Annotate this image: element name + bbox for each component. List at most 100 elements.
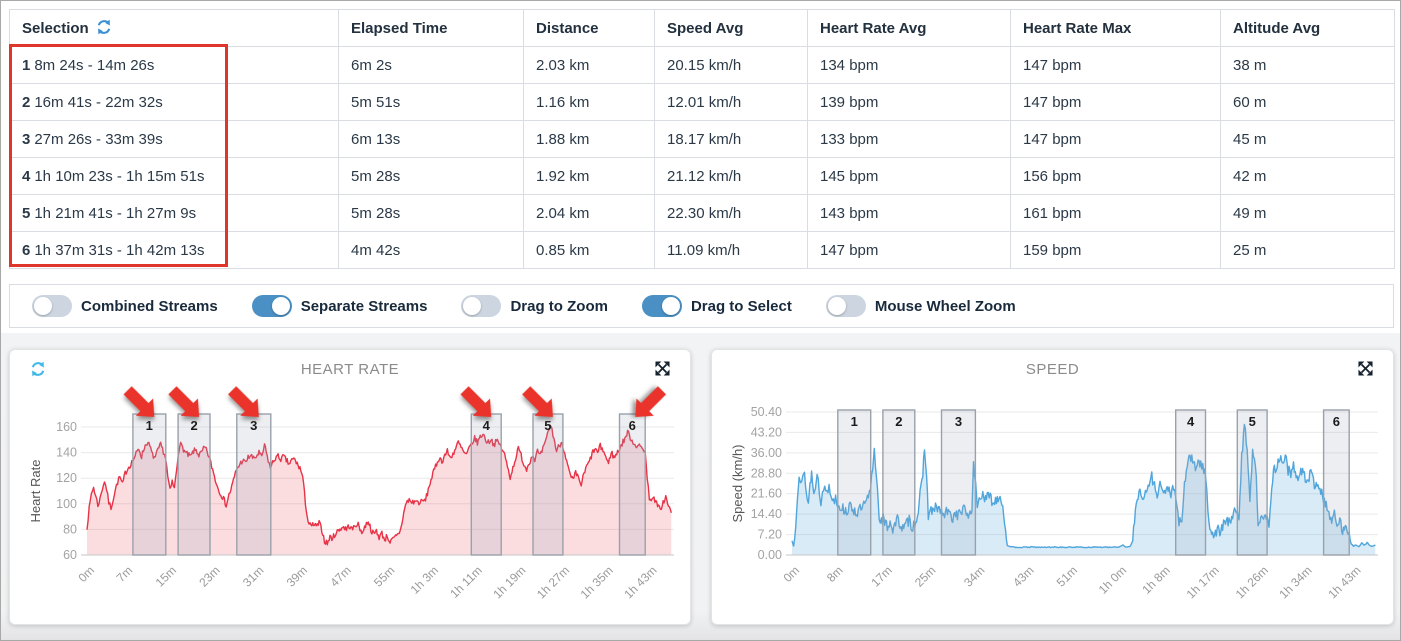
y-tick-label: 36.00 bbox=[751, 446, 782, 460]
y-tick-label: 43.20 bbox=[751, 425, 782, 439]
x-tick-label: 15m bbox=[153, 563, 179, 589]
selection-range: 1h 21m 41s - 1h 27m 9s bbox=[34, 204, 197, 222]
selection-region-3[interactable] bbox=[236, 413, 272, 556]
column-header-label: Altitude Avg bbox=[1233, 19, 1321, 37]
column-header-distance: Distance bbox=[523, 9, 655, 47]
elapsed-cell: 5m 51s bbox=[338, 83, 524, 121]
series-area bbox=[792, 424, 1376, 555]
annotation-arrow bbox=[460, 386, 492, 417]
selection-region-number: 3 bbox=[250, 418, 257, 433]
distance-cell: 1.16 km bbox=[523, 83, 655, 121]
selection-number: 6 bbox=[22, 241, 31, 259]
selection-region-2[interactable] bbox=[177, 413, 211, 556]
heart-rate-plot[interactable]: 60 80 100 120 140 160 0m 7m 15m 23m 31m 39m 47m 55m 1h… bbox=[10, 350, 690, 624]
column-header-label: Heart Rate Avg bbox=[820, 19, 927, 37]
alt-cell: 42 m bbox=[1220, 157, 1395, 195]
column-header-selection: Selection bbox=[9, 9, 339, 47]
x-tick-label: 25m bbox=[912, 563, 938, 589]
table-row[interactable]: 5 1h 21m 41s - 1h 27m 9s 5m 28s 2.04 km 22.3… bbox=[9, 194, 1395, 232]
x-tick-label: 1h 11m bbox=[447, 563, 485, 601]
stream-controls-bar: Combined Streams Separate Streams Drag to … bbox=[9, 284, 1394, 328]
selection-region-6[interactable] bbox=[618, 413, 646, 556]
toggle-knob bbox=[463, 297, 482, 315]
heart-rate-chart-title: HEART RATE bbox=[300, 361, 400, 378]
toggle-label: Drag to Select bbox=[690, 297, 792, 315]
selection-region-5[interactable] bbox=[1236, 409, 1268, 556]
selection-region-1[interactable] bbox=[837, 409, 872, 556]
selection-region-3[interactable] bbox=[940, 409, 977, 556]
hr_max-cell: 147 bpm bbox=[1010, 46, 1221, 84]
refresh-icon[interactable] bbox=[30, 361, 46, 377]
toggle-switch[interactable] bbox=[641, 295, 682, 317]
column-header-label: Heart Rate Max bbox=[1023, 19, 1132, 37]
column-header-label: Elapsed Time bbox=[351, 19, 448, 37]
x-tick-label: 7m bbox=[114, 563, 136, 585]
distance-cell: 0.85 km bbox=[523, 231, 655, 269]
column-header-heart-rate-avg: Heart Rate Avg bbox=[807, 9, 1011, 47]
selection-region-number: 4 bbox=[483, 418, 491, 433]
selection-range: 16m 41s - 22m 32s bbox=[34, 93, 163, 111]
selection-region-4[interactable] bbox=[470, 413, 502, 556]
toggle-switch[interactable] bbox=[825, 295, 866, 317]
hr_max-cell: 161 bpm bbox=[1010, 194, 1221, 232]
selection-number: 1 bbox=[22, 56, 31, 74]
selection-region-6[interactable] bbox=[1322, 409, 1350, 556]
speed-plot[interactable]: 0.00 7.20 14.40 21.60 28.80 36.00 43.20 50.40 0m… bbox=[712, 350, 1393, 624]
y-tick-label: 120 bbox=[56, 471, 77, 485]
refresh-icon[interactable] bbox=[96, 19, 112, 35]
y-tick-label: 14.40 bbox=[751, 507, 782, 521]
selection-range-cell: 1 8m 24s - 14m 26s bbox=[9, 46, 339, 84]
selection-region-5[interactable] bbox=[532, 413, 564, 556]
speed-cell: 22.30 km/h bbox=[654, 194, 808, 232]
speed-cell: 20.15 km/h bbox=[654, 46, 808, 84]
x-tick-label: 1h 19m bbox=[490, 563, 528, 601]
distance-cell: 1.92 km bbox=[523, 157, 655, 195]
elapsed-cell: 4m 42s bbox=[338, 231, 524, 269]
table-row[interactable]: 4 1h 10m 23s - 1h 15m 51s 5m 28s 1.92 km 21.… bbox=[9, 157, 1395, 195]
y-tick-label: 60 bbox=[63, 548, 77, 562]
toggle-label: Separate Streams bbox=[300, 297, 428, 315]
selection-range-cell: 5 1h 21m 41s - 1h 27m 9s bbox=[9, 194, 339, 232]
alt-cell: 38 m bbox=[1220, 46, 1395, 84]
column-header-label: Speed Avg bbox=[667, 19, 744, 37]
y-axis-label: Speed (km/h) bbox=[730, 444, 745, 522]
selection-range: 8m 24s - 14m 26s bbox=[34, 56, 155, 74]
column-header-heart-rate-max: Heart Rate Max bbox=[1010, 9, 1221, 47]
x-tick-label: 1h 26m bbox=[1233, 563, 1271, 601]
x-tick-label: 0m bbox=[75, 563, 97, 585]
selection-region-number: 5 bbox=[544, 418, 551, 433]
column-header-speed-avg: Speed Avg bbox=[654, 9, 808, 47]
expand-icon[interactable] bbox=[655, 361, 670, 376]
table-row[interactable]: 1 8m 24s - 14m 26s 6m 2s 2.03 km 20.15 km/h 1… bbox=[9, 46, 1395, 84]
toggle-switch[interactable] bbox=[251, 295, 292, 317]
hr_avg-cell: 133 bpm bbox=[807, 120, 1011, 158]
column-header-label: Selection bbox=[22, 20, 89, 37]
expand-icon[interactable] bbox=[1358, 361, 1373, 376]
selection-range: 1h 10m 23s - 1h 15m 51s bbox=[34, 167, 205, 185]
speed-cell: 18.17 km/h bbox=[654, 120, 808, 158]
elapsed-cell: 5m 28s bbox=[338, 194, 524, 232]
hr_max-cell: 147 bpm bbox=[1010, 83, 1221, 121]
selection-range-cell: 3 27m 26s - 33m 39s bbox=[9, 120, 339, 158]
toggle-knob bbox=[34, 297, 52, 315]
table-row[interactable]: 6 1h 37m 31s - 1h 42m 13s 4m 42s 0.85 km 11.… bbox=[9, 231, 1395, 269]
selection-region-4[interactable] bbox=[1175, 409, 1207, 556]
toggle-switch[interactable] bbox=[32, 295, 72, 317]
toggle-switch[interactable] bbox=[461, 295, 502, 317]
table-row[interactable]: 3 27m 26s - 33m 39s 6m 13s 1.88 km 18.17 km/… bbox=[9, 120, 1395, 158]
selection-region-number: 2 bbox=[895, 414, 902, 429]
y-tick-label: 50.40 bbox=[751, 405, 782, 419]
x-tick-label: 51m bbox=[1054, 563, 1080, 589]
y-tick-label: 0.00 bbox=[758, 548, 782, 562]
table-row[interactable]: 2 16m 41s - 22m 32s 5m 51s 1.16 km 12.01 km/… bbox=[9, 83, 1395, 121]
selection-region-1[interactable] bbox=[132, 413, 167, 556]
y-tick-label: 140 bbox=[56, 446, 77, 460]
selection-region-2[interactable] bbox=[882, 409, 916, 556]
elapsed-cell: 5m 28s bbox=[338, 157, 524, 195]
elapsed-cell: 6m 2s bbox=[338, 46, 524, 84]
x-tick-label: 8m bbox=[824, 563, 846, 585]
x-tick-label: 1h 3m bbox=[408, 563, 441, 596]
x-tick-label: 47m bbox=[327, 563, 353, 589]
toggle-knob bbox=[661, 297, 680, 315]
